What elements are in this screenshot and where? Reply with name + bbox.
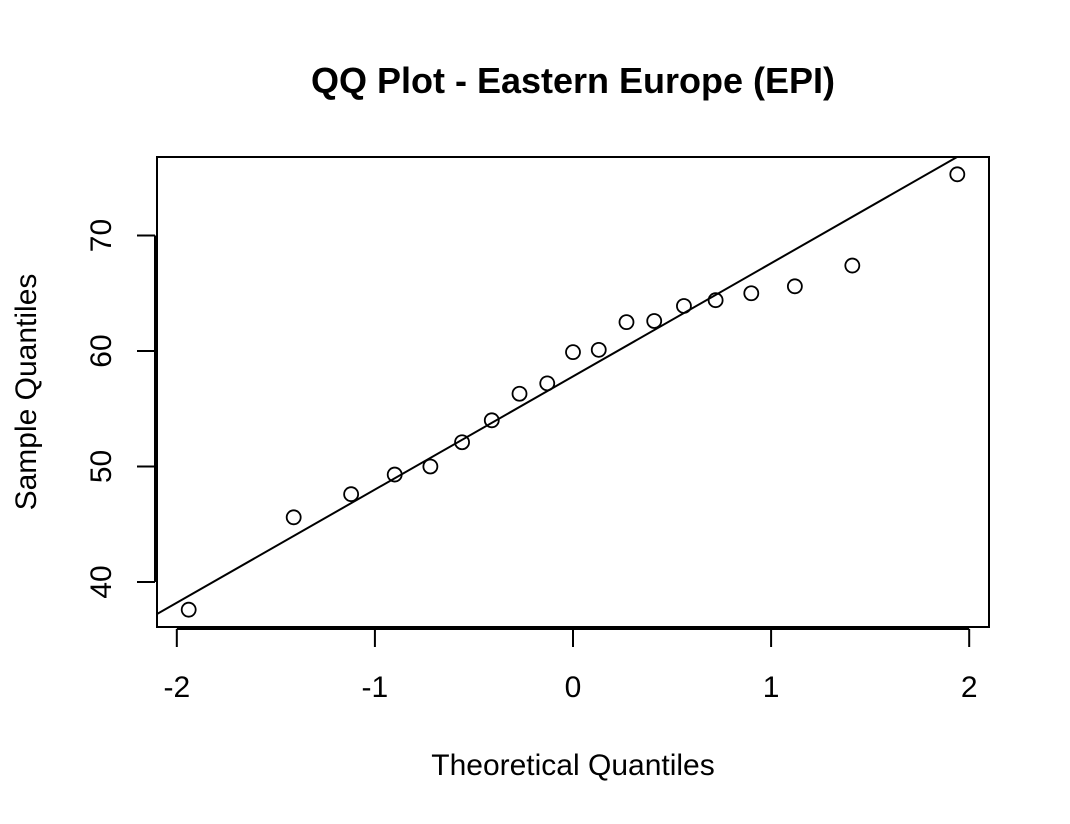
data-point-2 [285,509,302,526]
reference-line-group [157,157,960,615]
data-point-13 [646,313,663,329]
data-point-10 [565,344,581,361]
y-tick-label: 70 [85,219,118,252]
x-axis: -2 -1 0 1 2 [163,628,978,704]
data-point-17 [786,278,803,295]
data-point-19 [949,166,966,183]
data-point-16 [743,285,760,302]
y-tick-label: 60 [85,334,118,367]
data-points-group [180,166,966,618]
x-tick-label: 1 [763,671,780,704]
x-axis-label: Theoretical Quantiles [431,749,714,782]
y-axis: 40 50 60 70 [85,219,156,599]
data-point-6 [454,434,470,451]
x-tick-label: -1 [362,671,389,704]
data-point-1 [180,601,197,618]
x-tick-label: 0 [565,671,582,704]
y-tick-label: 50 [85,450,118,483]
data-point-5 [422,458,439,475]
chart-title: QQ Plot - Eastern Europe (EPI) [311,60,835,101]
data-point-7 [483,412,500,429]
data-point-8 [511,385,528,402]
y-axis-label: Sample Quantiles [10,274,43,511]
data-point-18 [844,257,861,274]
data-point-14 [676,298,692,314]
x-tick-label: -2 [163,671,190,704]
reference-line [157,157,960,615]
data-point-12 [618,314,635,331]
y-tick-label: 40 [85,565,118,598]
data-point-15 [707,292,724,309]
data-point-9 [539,375,556,392]
data-point-4 [386,466,403,483]
plot-area-frame [156,156,990,628]
data-point-3 [343,486,360,503]
data-point-11 [590,341,607,358]
x-tick-label: 2 [961,671,978,704]
